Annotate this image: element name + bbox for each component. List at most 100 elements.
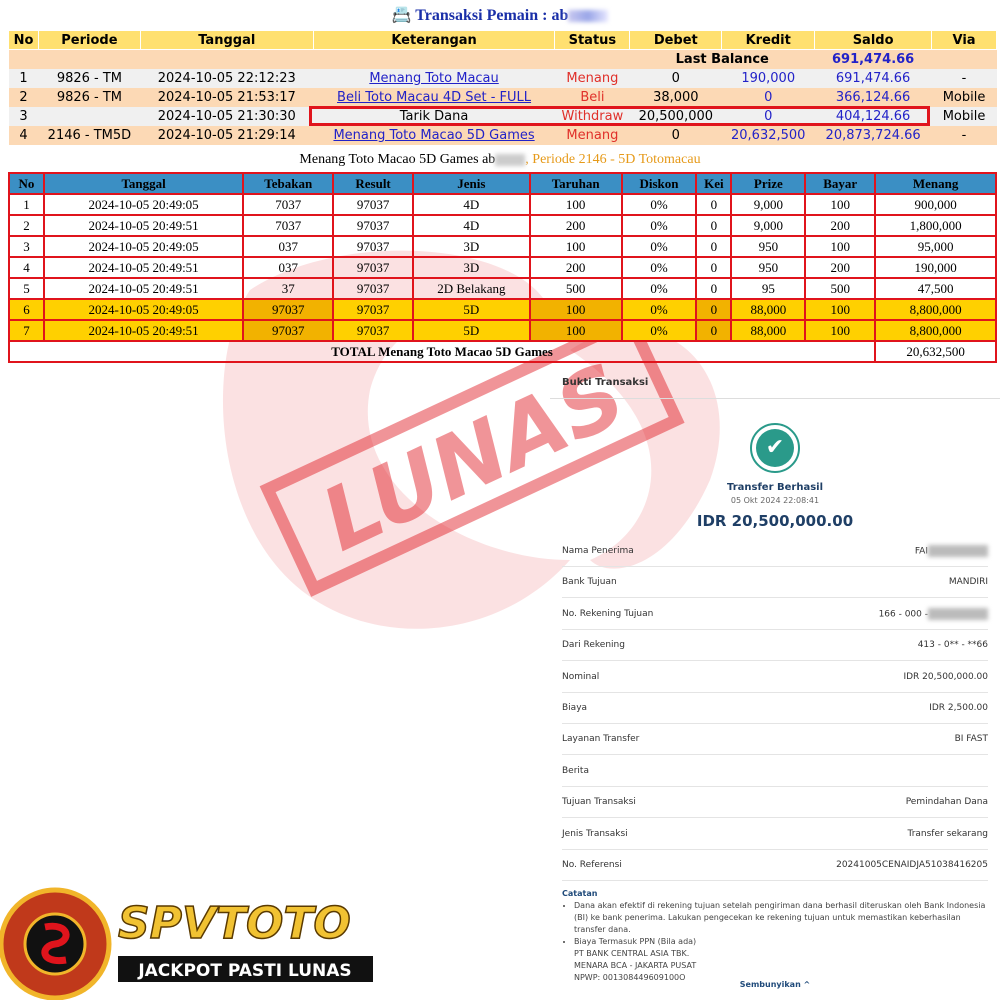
table-row: 4 2146 - TM5D 2024-10-05 21:29:14 Menang To… — [8, 125, 997, 145]
table-row: 5 2024-10-05 20:49:51 37 97037 2D Belakang 50… — [8, 277, 997, 300]
field-value: IDR 20,500,000.00 — [903, 671, 988, 682]
cell: 3D — [412, 235, 531, 258]
receipt-field: Nominal IDR 20,500,000.00 — [562, 662, 988, 693]
column-header: Diskon — [620, 172, 698, 195]
field-label: Tujuan Transaksi — [562, 797, 636, 808]
cell: 9,000 — [730, 214, 807, 237]
column-header: Jenis — [412, 172, 531, 195]
receipt-field: Jenis Transaksi Transfer sekarang — [562, 819, 988, 850]
cell: 97037 — [332, 256, 414, 279]
cell: 2 — [8, 214, 45, 237]
transaction-link[interactable]: Menang Toto Macao 5D Games — [333, 127, 535, 143]
cell-text: 20,632,500 — [731, 127, 806, 143]
cell: 97037 — [332, 319, 414, 342]
table-row: 3 2024-10-05 20:49:05 037 97037 3D 100 0% 0 950 1… — [8, 235, 997, 258]
field-label: No. Rekening Tujuan — [562, 608, 654, 619]
cell: 97037 — [332, 235, 414, 258]
receipt-field: Bank Tujuan MANDIRI — [562, 567, 988, 599]
cell: 950 — [730, 256, 807, 279]
cell-text: 2024-10-05 21:29:14 — [157, 127, 296, 143]
field-label: Nama Penerima — [562, 546, 634, 556]
cell: 1 — [8, 193, 45, 216]
column-header: Kei — [695, 172, 733, 195]
cell: 3 — [8, 235, 45, 258]
field-label: Berita — [562, 765, 589, 776]
note-line: MENARA BCA - JAKARTA PUSAT — [574, 961, 697, 970]
receipt-field: Biaya IDR 2,500.00 — [562, 693, 988, 724]
receipt-field: No. Referensi 20241005CENAIDJA51038416205 — [562, 850, 988, 881]
cell: 100 — [528, 235, 623, 258]
column-header: Result — [332, 172, 414, 195]
field-value: FAI — [915, 545, 988, 557]
last-balance-label: Last Balance — [629, 49, 815, 69]
cell-keterangan: Menang Toto Macau — [313, 68, 555, 88]
table-row: 2 2024-10-05 20:49:51 7037 97037 4D 200 0% 0 9,0… — [8, 214, 997, 237]
cell-via: Mobile — [931, 87, 997, 107]
cell-periode — [38, 106, 141, 126]
column-header: Tanggal — [139, 30, 314, 50]
cell-text: 190,000 — [741, 70, 796, 86]
table-row: 2 9826 - TM 2024-10-05 21:53:17 Beli Toto M… — [8, 87, 997, 107]
receipt-field: Nama Penerima FAI — [562, 536, 988, 567]
cell-periode: 9826 - TM — [38, 87, 141, 107]
transaction-link[interactable]: Beli Toto Macau 4D Set - FULL — [337, 89, 532, 105]
cell: 7037 — [242, 193, 335, 216]
cell: 0 — [695, 256, 733, 279]
field-label: Bank Tujuan — [562, 577, 617, 588]
note-line: NPWP: 001308449609100O — [574, 973, 686, 982]
spvtoto-logo: SPVTOTO JACKPOT PASTI LUNAS — [0, 887, 373, 1000]
column-header: Keterangan — [312, 30, 556, 50]
cell-status: Menang — [554, 125, 630, 145]
cell-text: 2146 - TM5D — [47, 127, 132, 143]
cell-text: 9826 - TM — [56, 70, 123, 86]
cell: 200 — [804, 214, 877, 237]
cell-text: 2024-10-05 21:53:17 — [157, 89, 296, 105]
receipt-field: Berita — [562, 756, 988, 787]
cell: 037 — [242, 235, 335, 258]
cell-periode: 2146 - TM5D — [38, 125, 141, 145]
field-value: 20241005CENAIDJA51038416205 — [836, 860, 988, 870]
cell: 200 — [528, 256, 623, 279]
field-value: IDR 2,500.00 — [929, 703, 988, 713]
cell: 7 — [8, 319, 45, 342]
cell-saldo: 404,124.66 — [814, 106, 932, 126]
cell: 100 — [804, 319, 877, 342]
field-value: Pemindahan Dana — [905, 797, 988, 808]
cell-kredit: 20,632,500 — [721, 125, 815, 145]
total-label: TOTAL Menang Toto Macao 5D Games — [7, 340, 877, 363]
cell: 200 — [528, 214, 623, 237]
cell: 97037 — [332, 214, 414, 237]
detail-table: No Tanggal Tebakan Result Jenis Taruhan Diskon… — [7, 172, 997, 363]
cell-keterangan: Beli Toto Macau 4D Set - FULL — [313, 87, 555, 107]
cell-tanggal: 2024-10-05 21:30:30 — [140, 106, 314, 126]
cell-keterangan: Menang Toto Macao 5D Games — [313, 125, 555, 145]
cell-no: 4 — [8, 125, 39, 145]
field-label: Layanan Transfer — [562, 734, 640, 745]
field-label: Nominal — [562, 671, 600, 682]
transaction-link: Tarik Dana — [399, 108, 469, 124]
cell-status: Withdraw — [554, 106, 630, 126]
cell: 2024-10-05 20:49:05 — [42, 193, 245, 216]
cell: 0% — [620, 214, 698, 237]
last-balance-row: Last Balance 691,474.66 — [8, 49, 997, 69]
cell: 0 — [695, 298, 733, 321]
cell: 97037 — [242, 319, 335, 342]
cell: 2024-10-05 20:49:51 — [42, 256, 245, 279]
hide-button[interactable]: Sembunyikan ^ — [739, 980, 811, 989]
cell-text: 0 — [671, 127, 680, 143]
svg-text:SPVTOTO: SPVTOTO — [118, 898, 351, 949]
receipt-header: Bukti Transaksi — [562, 377, 649, 388]
detail-subtitle: Menang Toto Macao 5D Games ab, Periode 2… — [299, 152, 701, 167]
cell: 2024-10-05 20:49:05 — [42, 235, 245, 258]
cell: 88,000 — [730, 319, 807, 342]
column-header: Tebakan — [242, 172, 335, 195]
transaction-link[interactable]: Menang Toto Macau — [369, 70, 499, 86]
table-row: 1 9826 - TM 2024-10-05 22:12:23 Menang Toto… — [8, 68, 997, 88]
table-row: 6 2024-10-05 20:49:05 97037 97037 5D 100 0% 0 88… — [8, 298, 997, 321]
field-label: Biaya — [562, 703, 588, 713]
receipt-field: Layanan Transfer BI FAST — [562, 724, 988, 756]
cell-text: - — [961, 70, 967, 86]
cell: 97037 — [332, 277, 414, 300]
cell-kredit: 0 — [721, 106, 815, 126]
cell-periode: 9826 - TM — [38, 68, 141, 88]
